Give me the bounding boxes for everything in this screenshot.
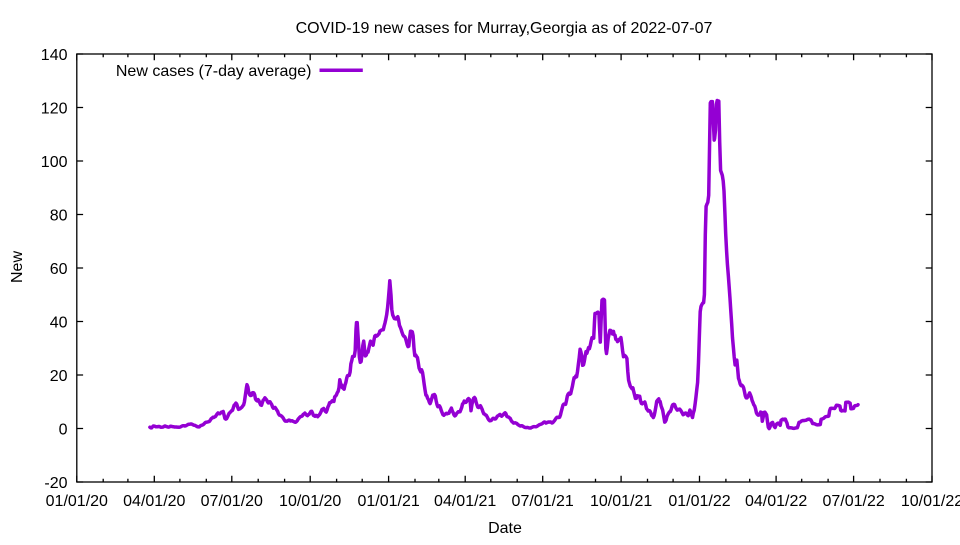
svg-text:0: 0: [59, 421, 68, 438]
svg-text:01/01/21: 01/01/21: [357, 493, 419, 510]
svg-text:140: 140: [41, 47, 68, 64]
svg-text:01/01/22: 01/01/22: [668, 493, 730, 510]
svg-text:100: 100: [41, 154, 68, 171]
svg-text:Date: Date: [488, 520, 522, 537]
svg-text:04/01/20: 04/01/20: [123, 493, 185, 510]
svg-text:-20: -20: [44, 475, 67, 492]
svg-text:07/01/21: 07/01/21: [512, 493, 574, 510]
svg-text:New cases (7-day average): New cases (7-day average): [116, 63, 312, 80]
svg-text:New: New: [9, 251, 26, 283]
svg-text:04/01/21: 04/01/21: [434, 493, 496, 510]
svg-text:60: 60: [50, 261, 68, 278]
svg-text:120: 120: [41, 100, 68, 117]
svg-text:COVID-19 new cases for Murray,: COVID-19 new cases for Murray,Georgia as…: [296, 20, 713, 37]
svg-text:10/01/21: 10/01/21: [590, 493, 652, 510]
svg-text:07/01/20: 07/01/20: [201, 493, 263, 510]
svg-text:10/01/20: 10/01/20: [279, 493, 341, 510]
svg-text:01/01/20: 01/01/20: [46, 493, 108, 510]
svg-text:20: 20: [50, 368, 68, 385]
svg-text:07/01/22: 07/01/22: [822, 493, 884, 510]
svg-text:80: 80: [50, 207, 68, 224]
svg-text:40: 40: [50, 314, 68, 331]
svg-text:10/01/22: 10/01/22: [901, 493, 960, 510]
svg-text:04/01/22: 04/01/22: [745, 493, 807, 510]
